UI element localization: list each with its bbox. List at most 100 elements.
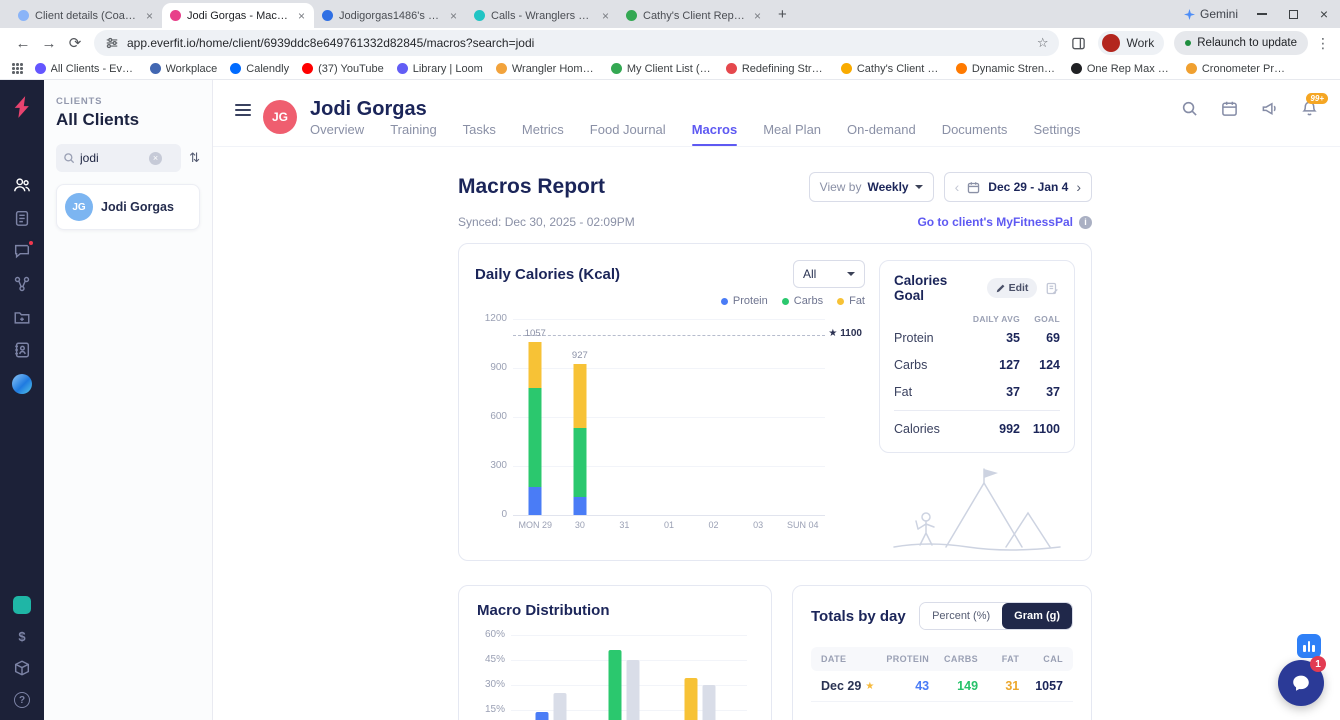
forward-button[interactable]: →: [41, 34, 57, 52]
new-tab-button[interactable]: +: [778, 6, 787, 23]
myfitnesspal-link-label: Go to client's MyFitnessPal: [917, 215, 1073, 229]
tab-tasks[interactable]: Tasks: [462, 122, 496, 137]
search-icon[interactable]: [1181, 100, 1198, 117]
contacts-nav-icon[interactable]: [13, 341, 31, 359]
packages-nav-icon[interactable]: [13, 659, 31, 677]
next-week-icon[interactable]: ›: [1076, 179, 1081, 195]
clear-search-icon[interactable]: ×: [149, 151, 162, 165]
percent-toggle-button[interactable]: Percent (%): [920, 603, 1003, 629]
client-list-name: Jodi Gorgas: [101, 200, 174, 214]
bookmark-item[interactable]: My Client List (Coach): [610, 63, 713, 75]
edit-goal-button[interactable]: Edit: [986, 278, 1038, 298]
sort-icon[interactable]: ⇅: [189, 150, 200, 165]
client-list-item[interactable]: JG Jodi Gorgas: [56, 184, 200, 230]
side-panel-icon[interactable]: [1071, 36, 1086, 51]
macro-filter-select[interactable]: All: [793, 260, 865, 288]
bookmark-item[interactable]: Cronometer Profess...: [1185, 63, 1288, 75]
prev-week-icon[interactable]: ‹: [954, 179, 960, 195]
tab-close-icon[interactable]: ×: [449, 8, 457, 23]
bookmark-star-icon[interactable]: ☆: [1036, 35, 1049, 50]
reload-button[interactable]: ⟳: [68, 35, 82, 52]
automation-nav-icon[interactable]: [13, 275, 31, 293]
window-minimize-button[interactable]: [1256, 8, 1268, 20]
bookmark-item[interactable]: (37) YouTube: [302, 63, 384, 75]
chevron-down-icon: [914, 185, 923, 189]
window-close-button[interactable]: ×: [1319, 6, 1329, 22]
tab-close-icon[interactable]: ×: [601, 8, 609, 23]
browser-tab[interactable]: Calls - Wranglers & Unicorns... ×: [466, 3, 618, 28]
app-nav-rail: $ ?: [0, 80, 44, 720]
tab-macros[interactable]: Macros: [691, 122, 737, 146]
browser-tab[interactable]: Jodi Gorgas - Macros - Everfit ×: [162, 3, 314, 28]
tab-close-icon[interactable]: ×: [145, 8, 153, 23]
site-info-icon[interactable]: [105, 36, 119, 50]
browser-menu-icon[interactable]: ⋮: [1316, 34, 1330, 51]
client-search-input[interactable]: [80, 151, 144, 165]
browser-tab[interactable]: Jodigorgas1486's Food Diary | ... ×: [314, 3, 466, 28]
relaunch-update-button[interactable]: Relaunch to update: [1174, 31, 1308, 55]
tab-settings[interactable]: Settings: [1033, 122, 1081, 137]
tab-on-demand[interactable]: On-demand: [847, 122, 916, 137]
tab-meal-plan[interactable]: Meal Plan: [763, 122, 822, 137]
bookmark-item[interactable]: Wrangler Homebase: [495, 63, 598, 75]
notifications-bell-icon[interactable]: 99+: [1301, 93, 1328, 117]
bookmark-item[interactable]: All Clients - Everfit: [34, 63, 137, 75]
back-button[interactable]: ←: [15, 34, 31, 52]
tab-training[interactable]: Training: [390, 122, 437, 137]
bookmark-label: Redefining Strength...: [741, 62, 828, 75]
view-by-select[interactable]: View by Weekly: [808, 172, 934, 202]
bookmark-item[interactable]: Redefining Strength...: [725, 62, 828, 75]
bookmark-favicon: [34, 63, 46, 74]
messages-nav-icon[interactable]: [13, 239, 35, 260]
bookmark-item[interactable]: Library | Loom: [396, 63, 483, 75]
browser-tab[interactable]: Client details (Coach) ×: [10, 3, 162, 28]
myfitnesspal-link[interactable]: Go to client's MyFitnessPal i: [917, 215, 1092, 229]
daily-calories-title: Daily Calories (Kcal): [475, 265, 621, 283]
tab-documents[interactable]: Documents: [941, 122, 1008, 137]
legend-label: Carbs: [793, 295, 824, 307]
tab-overview[interactable]: Overview: [310, 122, 365, 137]
legend-label: Fat: [849, 295, 865, 307]
apps-grid-icon[interactable]: [12, 63, 23, 74]
tab-close-icon[interactable]: ×: [297, 8, 305, 23]
chat-launcher-button[interactable]: 1: [1278, 656, 1326, 706]
window-maximize-button[interactable]: [1287, 8, 1299, 20]
everfit-logo[interactable]: [12, 96, 32, 118]
announcements-icon[interactable]: [1261, 100, 1278, 117]
gemini-button[interactable]: Gemini: [1183, 7, 1238, 21]
bookmark-item[interactable]: Dynamic Strengt...: [955, 63, 1058, 75]
goal-illustration: [879, 461, 1075, 553]
calendar-icon[interactable]: [1221, 100, 1238, 117]
bookmark-item[interactable]: Calendly: [230, 63, 289, 75]
collapse-sidebar-icon[interactable]: [235, 104, 251, 119]
y-axis-label: 1200: [484, 313, 507, 324]
bookmark-favicon: [1185, 63, 1197, 74]
info-icon[interactable]: i: [1079, 215, 1092, 229]
gridline: [513, 466, 825, 467]
resources-nav-icon[interactable]: [13, 308, 31, 326]
bookmark-item[interactable]: One Rep Max Calcul...: [1070, 63, 1173, 75]
bookmark-item[interactable]: Workplace: [149, 63, 217, 75]
url-field[interactable]: app.everfit.io/home/client/6939ddc8e6497…: [94, 30, 1060, 56]
client-search-box[interactable]: ×: [56, 144, 182, 172]
tab-close-icon[interactable]: ×: [753, 8, 761, 23]
unit-toggle: Percent (%) Gram (g): [919, 602, 1073, 630]
clients-eyebrow: CLIENTS: [56, 96, 103, 107]
floating-widget-button[interactable]: [1297, 634, 1321, 658]
clients-nav-icon[interactable]: [13, 176, 31, 194]
teal-app-icon[interactable]: [13, 596, 31, 614]
payments-nav-icon[interactable]: $: [18, 629, 26, 644]
bookmark-favicon: [396, 63, 408, 74]
tab-metrics[interactable]: Metrics: [521, 122, 564, 137]
gram-toggle-button[interactable]: Gram (g): [1002, 603, 1072, 629]
workspace-avatar[interactable]: [12, 374, 32, 394]
programs-nav-icon[interactable]: [13, 209, 31, 227]
x-axis-label: MON 29: [518, 520, 553, 530]
help-icon[interactable]: ?: [14, 692, 30, 708]
bookmark-item[interactable]: Cathy's Client Repor...: [840, 63, 943, 75]
browser-tab[interactable]: Cathy's Client Report & Action... ×: [618, 3, 770, 28]
date-range-picker[interactable]: ‹ Dec 29 - Jan 4 ›: [943, 172, 1092, 202]
notes-icon[interactable]: [1045, 281, 1060, 296]
tab-food-journal[interactable]: Food Journal: [589, 122, 666, 137]
profile-chip[interactable]: Work: [1098, 31, 1165, 55]
